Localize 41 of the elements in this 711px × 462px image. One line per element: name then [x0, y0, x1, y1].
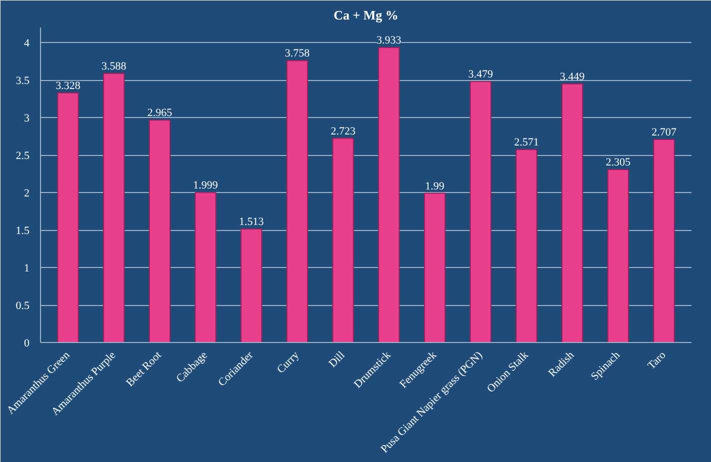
x-tick-label: Beet Root	[124, 349, 164, 390]
data-label: 2.723	[330, 125, 356, 138]
data-label: 2.305	[606, 156, 632, 169]
y-tick-label: 2	[24, 188, 30, 200]
data-label: 2.707	[652, 126, 677, 138]
bar	[653, 138, 675, 342]
x-tick-label: Dill	[326, 349, 348, 370]
y-tick-label: 0.5	[16, 300, 30, 312]
y-tick-label: 0	[24, 338, 30, 350]
chart-title: Ca + Mg %	[334, 8, 398, 22]
y-tick-label: 1.5	[16, 225, 30, 237]
bar	[378, 47, 400, 342]
y-tick-label: 3	[24, 112, 30, 124]
bar	[332, 138, 354, 342]
bar	[57, 92, 79, 342]
data-label: 2.965	[147, 107, 173, 120]
data-label: 1.99	[425, 180, 445, 192]
bar	[286, 60, 308, 342]
bar	[516, 149, 538, 342]
y-tick-label: 1	[24, 262, 30, 274]
data-label: 1.513	[239, 216, 264, 228]
bar	[148, 120, 171, 342]
bar	[470, 81, 492, 342]
bar	[240, 228, 262, 342]
x-tick-label: Taro	[646, 348, 669, 372]
data-label: 3.933	[376, 34, 402, 47]
y-tick-label: 4	[24, 38, 30, 50]
data-label: 1.999	[193, 180, 218, 192]
data-label: 3.479	[468, 68, 494, 81]
data-label: 2.571	[514, 136, 539, 149]
bar	[424, 192, 446, 342]
data-label: 3.328	[56, 80, 81, 92]
bar	[607, 169, 629, 342]
data-label: 3.449	[560, 70, 586, 83]
data-label: 3.758	[284, 48, 310, 60]
data-label: 3.588	[101, 60, 127, 72]
y-tick-label: 2.5	[16, 150, 30, 162]
bar	[103, 72, 125, 342]
y-tick-label: 3.5	[16, 75, 30, 87]
bar	[194, 192, 216, 342]
bar	[561, 83, 584, 342]
